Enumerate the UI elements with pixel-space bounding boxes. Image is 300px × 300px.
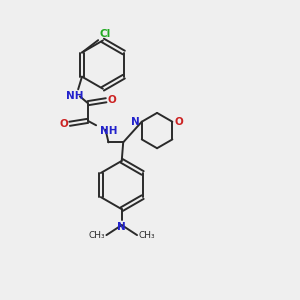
Text: N: N — [117, 221, 126, 232]
Text: O: O — [59, 119, 68, 129]
Text: CH₃: CH₃ — [88, 231, 105, 240]
Text: CH₃: CH₃ — [138, 231, 155, 240]
Text: NH: NH — [100, 126, 118, 136]
Text: Cl: Cl — [99, 29, 110, 39]
Text: O: O — [174, 117, 183, 127]
Text: NH: NH — [66, 91, 83, 100]
Text: N: N — [131, 117, 140, 127]
Text: O: O — [108, 95, 116, 105]
